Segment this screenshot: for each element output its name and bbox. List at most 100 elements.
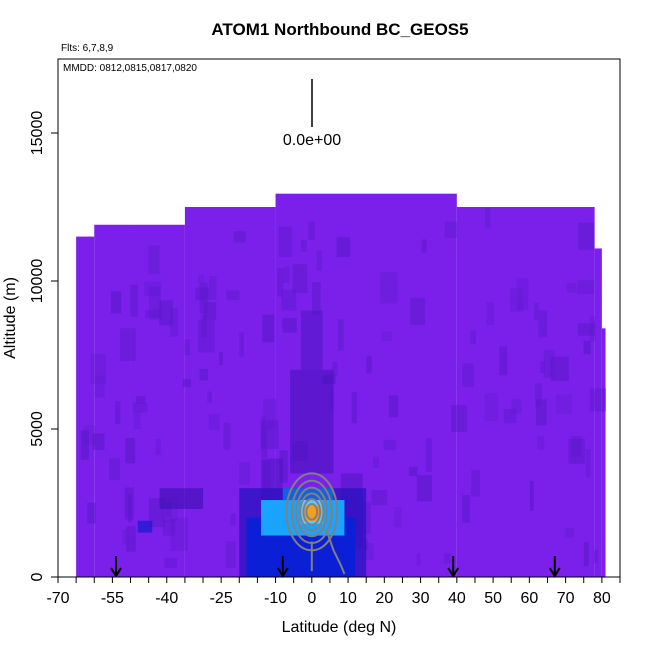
dates-note: MMDD: 0812,0815,0817,0820 <box>63 63 197 74</box>
flights-note: Flts: 6,7,8,9 <box>61 43 114 54</box>
x-tick-label: -25 <box>210 590 233 607</box>
field-texture-cell <box>200 315 207 338</box>
field-texture-cell <box>170 308 178 337</box>
field-texture-cell <box>366 355 372 374</box>
field-texture-cell <box>511 398 522 414</box>
field-texture-cell <box>550 356 569 381</box>
field-texture-cell <box>115 401 121 425</box>
field-texture-cell <box>130 284 138 317</box>
field-texture-cell <box>543 350 555 378</box>
field-texture-cell <box>337 319 344 351</box>
field-texture-cell <box>577 323 595 336</box>
field-texture-cell <box>90 353 107 384</box>
field-texture-cell <box>225 541 237 569</box>
field-texture-cell <box>503 408 517 424</box>
field-texture-cell <box>568 438 585 464</box>
field-texture-cell <box>394 507 402 528</box>
field-texture-cell <box>383 439 397 450</box>
field-texture-cell <box>195 287 210 301</box>
field-texture-cell <box>421 239 427 253</box>
field-texture-cell <box>148 245 160 275</box>
field-column <box>76 236 95 577</box>
contour-tail <box>325 529 346 575</box>
field-texture-cell <box>312 282 321 315</box>
field-texture-cell <box>365 542 374 560</box>
field-texture-cell <box>516 278 529 311</box>
field-texture-cell <box>537 435 545 450</box>
field-texture-cell <box>261 426 268 458</box>
field-texture-cell <box>416 553 421 566</box>
field-texture-cell <box>529 480 534 511</box>
field-texture-cell <box>283 266 290 284</box>
field-texture-cell <box>278 226 293 258</box>
field-texture-cell <box>416 475 432 502</box>
field-texture-cell <box>279 450 288 483</box>
field-texture-cell <box>300 239 307 253</box>
field-texture-cell <box>132 403 148 413</box>
chart-title: ATOM1 Northbound BC_GEOS5 <box>211 20 468 39</box>
field-texture-cell <box>262 460 271 490</box>
x-tick-label: -10 <box>264 590 287 607</box>
field-texture-cell <box>583 541 589 567</box>
x-tick-label: 40 <box>448 590 466 607</box>
field-texture-cell <box>94 375 105 398</box>
field-texture-cell <box>443 552 452 564</box>
scale-label: 0.0e+00 <box>283 132 341 149</box>
flight-marker-head <box>276 567 289 578</box>
field-dark-cell <box>137 520 153 533</box>
field-texture-cell <box>281 289 297 311</box>
field-texture-cell <box>462 363 474 388</box>
field-column <box>601 328 606 577</box>
field-texture-cell <box>408 466 418 477</box>
field-texture-cell <box>209 276 217 300</box>
field-texture-cell <box>577 280 595 294</box>
x-tick-label: 60 <box>520 590 538 607</box>
field-texture-cell <box>484 393 499 421</box>
x-tick-label: 30 <box>412 590 430 607</box>
field-texture-cell <box>351 392 358 424</box>
field-texture-cell <box>578 222 595 250</box>
x-tick-label: 70 <box>557 590 575 607</box>
x-tick-label: 50 <box>484 590 502 607</box>
field-texture-cell <box>583 340 591 355</box>
field-texture-cell <box>485 207 491 228</box>
field-texture-cell <box>470 330 477 344</box>
field-texture-cell <box>126 526 136 552</box>
field-texture-cell <box>164 558 178 568</box>
concentration-field <box>76 193 607 577</box>
field-texture-cell <box>263 398 277 430</box>
field-texture-cell <box>122 529 129 545</box>
field-texture-cell <box>260 415 266 448</box>
x-tick-label: -55 <box>101 590 124 607</box>
field-texture-cell <box>223 422 231 450</box>
field-texture-cell <box>262 314 275 343</box>
field-texture-cell <box>410 297 426 325</box>
field-texture-cell <box>534 383 543 407</box>
field-texture-cell <box>184 339 190 356</box>
contour-line <box>299 492 325 532</box>
field-texture-cell <box>555 394 572 414</box>
x-axis: -70 -55 -40 -25 -10 0 10 20 30 40 50 60 70 80 <box>46 577 621 607</box>
x-tick-label: 0 <box>307 590 316 607</box>
field-texture-cell <box>593 549 598 564</box>
contour-lines <box>285 472 346 575</box>
field-texture-cell <box>80 430 89 460</box>
field-texture-cell <box>198 274 205 283</box>
contour-line <box>302 498 322 526</box>
field-texture-cell <box>162 519 176 536</box>
field-texture-cell <box>330 386 335 411</box>
field-texture-cell <box>535 399 547 426</box>
field-texture-cell <box>308 221 315 240</box>
y-axis-label: Altitude (m) <box>2 277 19 359</box>
field-texture-cell <box>219 351 223 366</box>
x-tick-label: 10 <box>339 590 357 607</box>
field-dark-cell <box>290 369 334 474</box>
field-texture-cell <box>509 288 524 312</box>
x-tick-label: -40 <box>155 590 178 607</box>
field-texture-cell <box>87 502 96 524</box>
field-texture-cell <box>540 361 545 373</box>
field-texture-cell <box>282 318 297 333</box>
y-tick-label: 0 <box>29 572 46 581</box>
field-texture-cell <box>565 527 575 538</box>
field-texture-cell <box>589 388 607 412</box>
